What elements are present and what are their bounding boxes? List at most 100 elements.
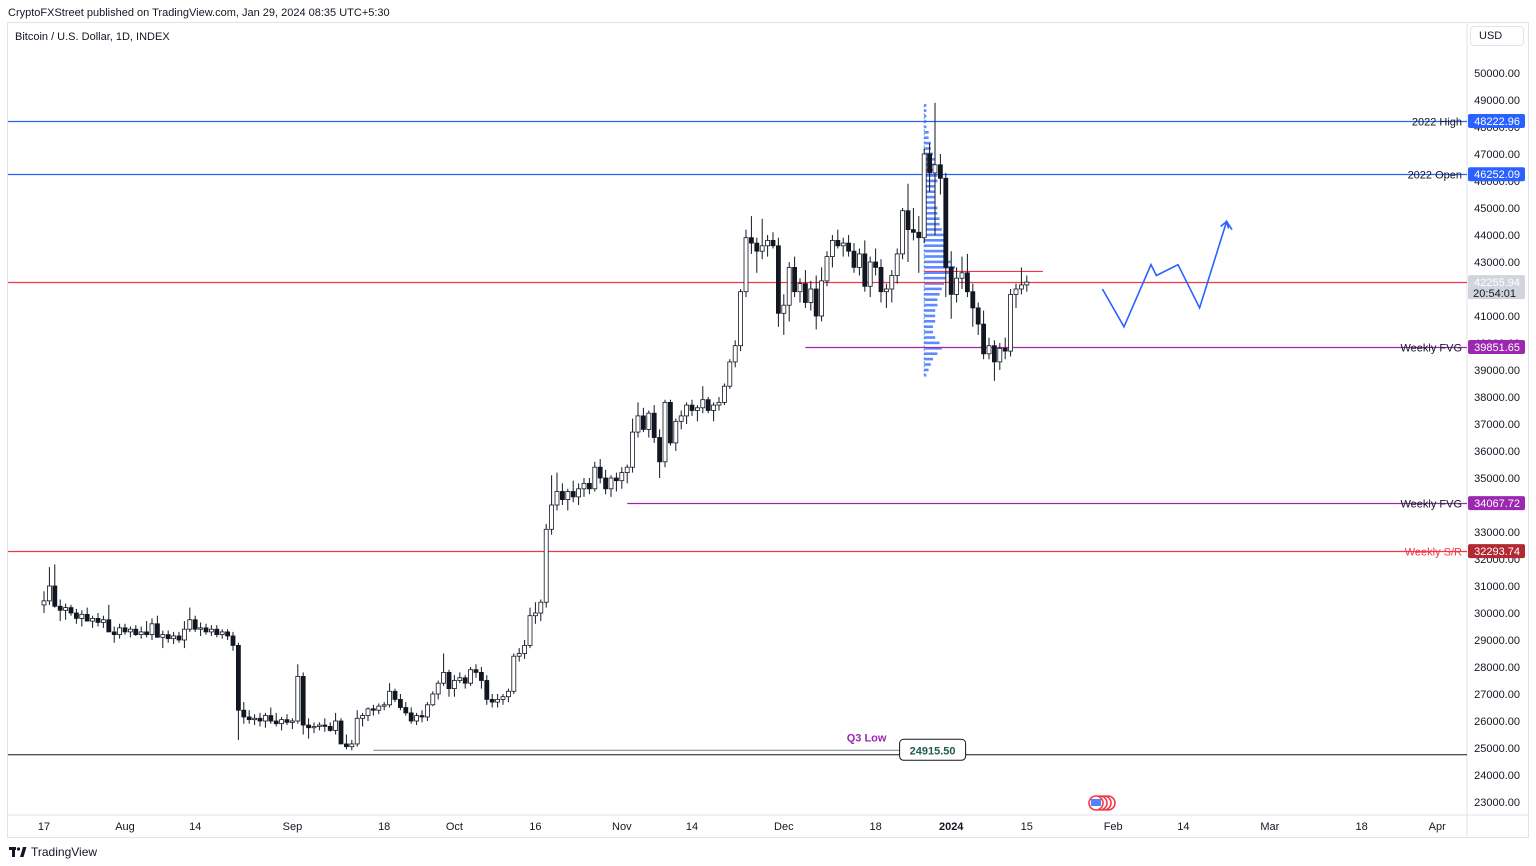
candle-body [630,431,635,468]
volume-profile-bar [924,222,940,226]
price-badge [1468,167,1525,182]
volume-profile-bar [924,201,936,204]
candle-body [533,612,538,617]
candle-body [948,266,954,295]
volume-profile-bar [924,303,938,307]
price-tick-label: 26000.00 [1474,716,1520,728]
candle-body [819,280,824,317]
price-badge-value: 42255.94 [1474,277,1520,289]
candle-body [824,256,830,282]
candle-body [770,239,776,247]
candle-body [592,466,598,490]
events-marker[interactable] [1088,795,1116,811]
price-tick-label: 28000.00 [1474,662,1520,674]
level-label: Weekly FVG [1400,499,1462,511]
candle-body [689,404,695,411]
candle-body [543,528,549,603]
candle-body [916,231,922,239]
candle-body [765,239,770,247]
candle-body [262,715,268,722]
candle-body [322,724,328,727]
candle-body [522,645,527,654]
candle-body [927,153,932,174]
time-tick-label: Mar [1260,821,1279,833]
candle-body [430,693,436,706]
candle-body [489,699,495,703]
candle-body [997,347,1003,363]
volume-profile-bar [924,179,938,183]
volume-profile-bar [924,233,944,237]
footer-brand[interactable]: TradingView [9,845,97,859]
q3-low-value: 24915.50 [910,745,956,757]
candle-body [333,720,339,731]
candle-body [338,720,344,745]
candle-body [446,672,452,690]
footer-brand-label: TradingView [31,845,98,859]
chart-frame[interactable] [7,22,1529,838]
candle-body [133,628,139,636]
candle-body [808,288,814,303]
candle-body [603,477,608,490]
candle-body [387,690,393,706]
projection-line [1101,219,1233,329]
candle-body [57,605,63,611]
candle-body [516,653,522,657]
price-tick-label: 43000.00 [1474,257,1520,269]
candle-body [397,699,403,708]
candle-body [965,272,970,293]
candle-body [576,488,581,498]
volume-profile-bar [924,147,931,150]
candle-body [160,634,166,638]
price-tick-label: 23000.00 [1474,797,1520,809]
volume-profile-bar [924,244,944,247]
candle-body [435,682,441,695]
time-axis[interactable]: 17 Aug 14 Sep 18 Oct 16 Nov 14 Dec 18 2024 15 Feb 14 Ma… [38,821,1446,833]
candle-body [959,272,965,279]
candle-body [235,645,241,711]
price-tick-label: 45000.00 [1474,203,1520,215]
candle-body [776,245,781,314]
volume-profile-bar [924,271,951,274]
q3-low-marker: Q3 Low 24915.50 [373,732,967,761]
volume-profile-bar [924,357,933,361]
candle-body [570,491,576,498]
price-badge-value: 48222.96 [1474,116,1520,128]
volume-profile-bar [924,260,951,264]
volume-profile-bar [924,352,938,355]
candle-body [716,401,722,406]
volume-profile-bar [924,320,936,323]
time-tick-label: Sep [283,821,303,833]
candle-body [759,245,765,252]
candle-body [154,623,160,638]
currency-button[interactable]: USD [1470,26,1524,46]
candle-body [511,655,517,692]
candle-body [225,631,231,637]
time-tick-label: 18 [869,821,881,833]
candle-body [781,304,787,314]
time-tick-label: 16 [529,821,541,833]
price-badge [1468,544,1525,559]
candle-body [84,613,90,622]
candle-body [894,253,900,276]
time-tick-label: Oct [446,821,463,833]
candle-body [673,420,679,444]
price-countdown: 20:54:01 [1473,288,1516,300]
price-tick-label: 27000.00 [1474,689,1520,701]
candle-body [203,627,209,633]
candle-body [1019,284,1024,290]
candle-body [360,715,366,719]
candle-body [608,477,614,490]
projection-arrowhead [1220,220,1230,229]
candle-body [149,623,155,635]
price-tick-label: 37000.00 [1474,419,1520,431]
price-badge [1468,340,1525,355]
time-tick-label: Apr [1429,821,1446,833]
candle-body [419,715,425,718]
price-badge [1468,275,1525,300]
volume-profile-bar [924,293,940,296]
candle-body [635,415,641,433]
time-tick-label: 18 [378,821,390,833]
volume-profile-bar [924,114,927,118]
candle-body [306,724,312,729]
